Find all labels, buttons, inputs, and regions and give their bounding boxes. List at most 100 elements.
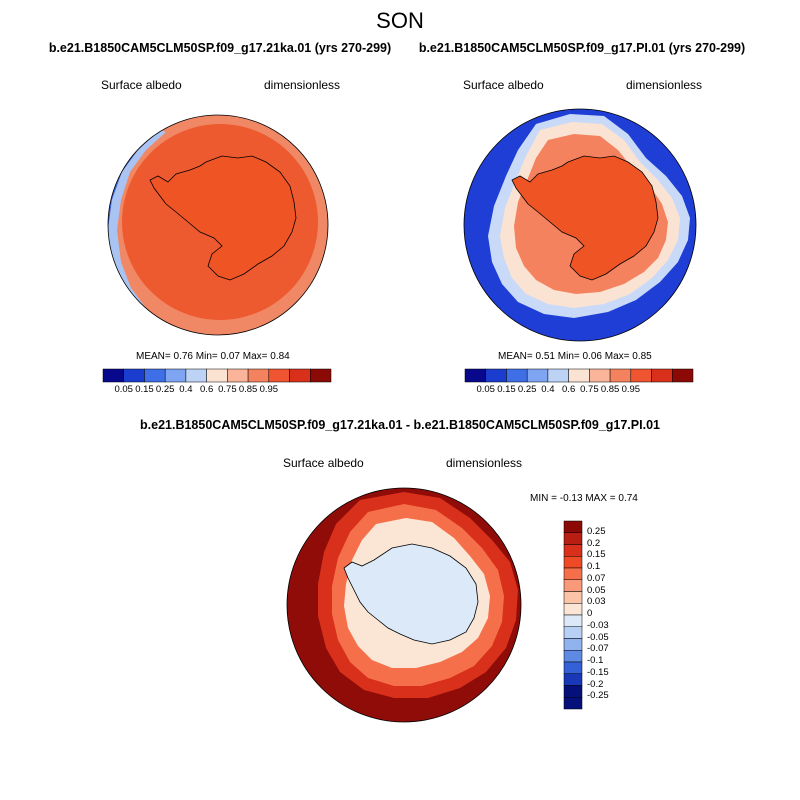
diff-colorbar-swatch (563, 650, 583, 663)
diff-colorbar-tick: -0.2 (587, 678, 604, 690)
diff-colorbar-swatch (563, 567, 583, 580)
left-colorbar-swatch (123, 368, 145, 383)
right-colorbar-swatch (651, 368, 673, 383)
diff-colorbar-tick: -0.15 (587, 666, 609, 678)
diff-max-label: MAX = (585, 493, 616, 504)
left-colorbar-swatch (144, 368, 166, 383)
right-colorbar-swatch (485, 368, 507, 383)
left-colorbar-swatch (206, 368, 228, 383)
diff-colorbar-tick: 0.05 (587, 584, 606, 596)
left-min-label: Min= (195, 351, 218, 362)
right-colorbar-swatch (589, 368, 611, 383)
right-colorbar-tick: 0.15 (497, 384, 516, 395)
diff-colorbar-swatch (563, 685, 583, 698)
right-colorbar-swatch (630, 368, 652, 383)
diff-map-antarctica (343, 543, 479, 645)
left-map-lightblue-edge (108, 130, 166, 312)
diff-colorbar-swatch (563, 603, 583, 616)
left-colorbar-swatch (289, 368, 311, 383)
right-colorbar-swatch (464, 368, 486, 383)
right-colorbar-tick: 0.25 (517, 384, 537, 395)
diff-colorbar-tick: -0.1 (587, 655, 604, 666)
right-map (464, 109, 696, 341)
diff-colorbar-swatch (563, 638, 583, 651)
right-colorbar-tick: 0.95 (621, 384, 641, 395)
left-colorbar (102, 368, 332, 383)
right-units-label: dimensionless (626, 78, 703, 92)
diff-colorbar-swatch (563, 614, 583, 627)
diff-colorbar (563, 520, 583, 710)
right-mean-label: MEAN= (498, 351, 533, 362)
left-mean-label: MEAN= (136, 351, 171, 362)
right-colorbar-swatch (526, 368, 549, 383)
left-colorbar-tick: 0.95 (259, 384, 279, 395)
left-map (108, 115, 328, 335)
left-variable-label: Surface albedo (101, 78, 182, 92)
right-panel-title: b.e21.B1850CAM5CLM50SP.f09_g17.PI.01 (yr… (418, 41, 746, 55)
diff-colorbar-tick: 0.25 (587, 525, 606, 537)
right-colorbar-swatch (672, 368, 694, 383)
diff-colorbar-swatch (563, 579, 583, 592)
diff-colorbar-tick: 0.03 (587, 596, 606, 608)
right-min-label: Min= (557, 351, 580, 362)
left-min-value: 0.07 (220, 351, 240, 362)
right-colorbar-tick: 0.4 (541, 384, 555, 395)
diff-panel-title: b.e21.B1850CAM5CLM50SP.f09_g17.21ka.01 -… (140, 418, 660, 432)
diff-colorbar-swatch (563, 626, 583, 639)
left-colorbar-tick: 0.05 (114, 384, 133, 395)
diff-max-value: 0.74 (618, 493, 638, 504)
diff-colorbar-tick: -0.25 (587, 690, 609, 702)
diff-colorbar-tick: -0.05 (587, 631, 609, 643)
diff-colorbar-tick: 0.1 (587, 561, 601, 572)
diff-min-label: MIN = (530, 493, 557, 504)
right-colorbar-swatch (547, 368, 569, 383)
left-colorbar-tick: 0.6 (200, 384, 214, 395)
left-colorbar-swatch (247, 368, 270, 383)
left-colorbar-swatch (268, 368, 290, 383)
right-colorbar-tick: 0.6 (562, 384, 576, 395)
diff-colorbar-swatch (563, 591, 583, 604)
right-map-antarctica (511, 155, 659, 281)
left-stats: MEAN= 0.76 Min= 0.07 Max= 0.84 (136, 351, 290, 362)
left-colorbar-tick: 0.75 (218, 384, 237, 395)
diff-min-value: -0.13 (559, 493, 583, 504)
right-min-value: 0.06 (582, 351, 602, 362)
left-colorbar-swatch (185, 368, 207, 383)
right-max-label: Max= (604, 351, 630, 362)
diff-colorbar-swatch (563, 697, 583, 710)
diff-colorbar-tick: -0.07 (587, 643, 609, 655)
right-stats: MEAN= 0.51 Min= 0.06 Max= 0.85 (498, 351, 652, 362)
left-panel-title: b.e21.B1850CAM5CLM50SP.f09_g17.21ka.01 (… (48, 41, 392, 55)
diff-units-label: dimensionless (446, 456, 523, 470)
right-variable-label: Surface albedo (463, 78, 544, 92)
diff-stats: MIN = -0.13 MAX = 0.74 (530, 493, 638, 504)
left-map-antarctica (149, 155, 297, 281)
diff-colorbar-swatch (563, 661, 583, 674)
season-title: SON (376, 8, 424, 33)
right-colorbar-tick: 0.05 (476, 384, 495, 395)
left-max-value: 0.84 (270, 351, 290, 362)
diff-colorbar-tick: -0.03 (587, 619, 609, 631)
right-colorbar-swatch (609, 368, 632, 383)
right-colorbar-swatch (506, 368, 528, 383)
diff-colorbar-swatch (563, 532, 583, 545)
diff-variable-label: Surface albedo (283, 456, 364, 470)
left-colorbar-tick: 0.15 (135, 384, 154, 395)
left-mean-value: 0.76 (173, 351, 193, 362)
left-colorbar-tick: 0.85 (238, 384, 258, 395)
right-max-value: 0.85 (632, 351, 652, 362)
left-max-label: Max= (242, 351, 268, 362)
diff-colorbar-swatch (563, 520, 583, 533)
left-units-label: dimensionless (264, 78, 341, 92)
diff-colorbar-tick: 0 (587, 608, 593, 619)
right-colorbar-tick: 0.85 (600, 384, 620, 395)
left-colorbar-swatch (102, 368, 124, 383)
diff-colorbar-tick: 0.15 (587, 549, 606, 561)
left-colorbar-swatch (164, 368, 187, 383)
right-colorbar (464, 368, 694, 383)
left-colorbar-tick: 0.25 (155, 384, 175, 395)
diff-colorbar-swatch (563, 556, 583, 569)
right-colorbar-swatch (568, 368, 590, 383)
diff-colorbar-swatch (563, 544, 583, 557)
